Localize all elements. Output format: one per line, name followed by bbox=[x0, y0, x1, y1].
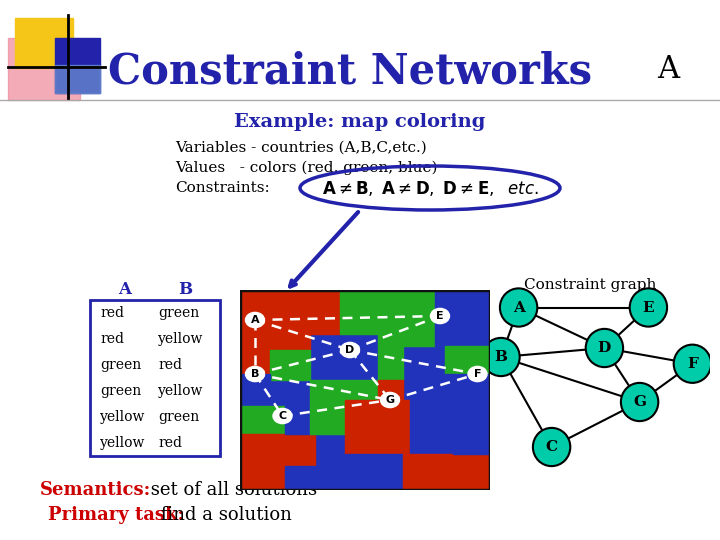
Text: $\mathbf{A} \neq \mathbf{B},\ \mathbf{A} \neq \mathbf{D},\ \mathbf{D} \neq \math: $\mathbf{A} \neq \mathbf{B},\ \mathbf{A}… bbox=[322, 179, 539, 198]
Text: green: green bbox=[158, 306, 199, 320]
Text: yellow: yellow bbox=[158, 384, 203, 398]
Circle shape bbox=[380, 393, 400, 408]
Text: green: green bbox=[100, 384, 141, 398]
Circle shape bbox=[468, 367, 487, 382]
Text: G: G bbox=[633, 395, 646, 409]
Polygon shape bbox=[240, 290, 340, 374]
Text: red: red bbox=[100, 332, 124, 346]
Text: F: F bbox=[474, 369, 481, 379]
Text: A: A bbox=[119, 281, 132, 299]
Text: F: F bbox=[687, 357, 698, 371]
Polygon shape bbox=[345, 454, 402, 490]
Text: G: G bbox=[385, 395, 395, 405]
Circle shape bbox=[246, 313, 264, 328]
Circle shape bbox=[533, 428, 570, 466]
Polygon shape bbox=[285, 466, 345, 490]
Text: A: A bbox=[251, 315, 259, 325]
Text: B: B bbox=[495, 350, 508, 364]
Text: Primary task:: Primary task: bbox=[48, 506, 184, 524]
Bar bbox=[55, 38, 100, 93]
Text: C: C bbox=[546, 440, 558, 454]
Circle shape bbox=[246, 367, 264, 382]
Text: Values   - colors (red, green, blue): Values - colors (red, green, blue) bbox=[175, 161, 438, 175]
Text: Variables - countries (A,B,C,etc.): Variables - countries (A,B,C,etc.) bbox=[175, 141, 427, 155]
Bar bbox=[15, 18, 73, 68]
Text: find a solution: find a solution bbox=[155, 506, 292, 524]
Text: yellow: yellow bbox=[100, 410, 145, 424]
Text: red: red bbox=[100, 306, 124, 320]
Text: D: D bbox=[598, 341, 611, 355]
Polygon shape bbox=[402, 454, 490, 490]
Polygon shape bbox=[240, 434, 315, 490]
Text: Semantics:: Semantics: bbox=[40, 481, 151, 499]
Text: B: B bbox=[251, 369, 259, 379]
Polygon shape bbox=[410, 374, 452, 454]
Text: Constraint Networks: Constraint Networks bbox=[108, 51, 592, 93]
Circle shape bbox=[621, 383, 658, 421]
Circle shape bbox=[674, 345, 711, 383]
Circle shape bbox=[585, 329, 623, 367]
Polygon shape bbox=[435, 290, 490, 374]
Text: yellow: yellow bbox=[100, 436, 145, 450]
Text: D: D bbox=[346, 345, 355, 355]
Polygon shape bbox=[345, 380, 410, 454]
Text: B: B bbox=[178, 281, 192, 299]
Text: red: red bbox=[158, 436, 182, 450]
Polygon shape bbox=[240, 374, 270, 406]
FancyBboxPatch shape bbox=[90, 300, 220, 456]
Text: Constraint graph: Constraint graph bbox=[524, 278, 656, 292]
Circle shape bbox=[482, 338, 520, 376]
Polygon shape bbox=[270, 290, 435, 400]
Circle shape bbox=[500, 288, 537, 327]
Text: green: green bbox=[158, 410, 199, 424]
Text: green: green bbox=[100, 358, 141, 372]
Polygon shape bbox=[240, 406, 285, 434]
Text: yellow: yellow bbox=[158, 332, 203, 346]
Text: C: C bbox=[279, 411, 287, 421]
Text: set of all solutions: set of all solutions bbox=[145, 481, 317, 499]
Text: red: red bbox=[158, 358, 182, 372]
Polygon shape bbox=[310, 400, 345, 434]
Circle shape bbox=[630, 288, 667, 327]
FancyBboxPatch shape bbox=[8, 38, 80, 100]
Text: E: E bbox=[436, 311, 444, 321]
Text: A: A bbox=[513, 300, 525, 314]
Circle shape bbox=[273, 408, 292, 423]
Polygon shape bbox=[452, 374, 490, 454]
Text: Example: map coloring: Example: map coloring bbox=[234, 113, 486, 131]
Text: E: E bbox=[642, 300, 654, 314]
Bar bbox=[55, 65, 100, 93]
Polygon shape bbox=[285, 406, 315, 434]
Circle shape bbox=[341, 342, 359, 357]
Circle shape bbox=[431, 308, 449, 323]
Text: Constraints:: Constraints: bbox=[175, 181, 270, 195]
Polygon shape bbox=[445, 346, 490, 374]
Text: A: A bbox=[657, 55, 679, 85]
